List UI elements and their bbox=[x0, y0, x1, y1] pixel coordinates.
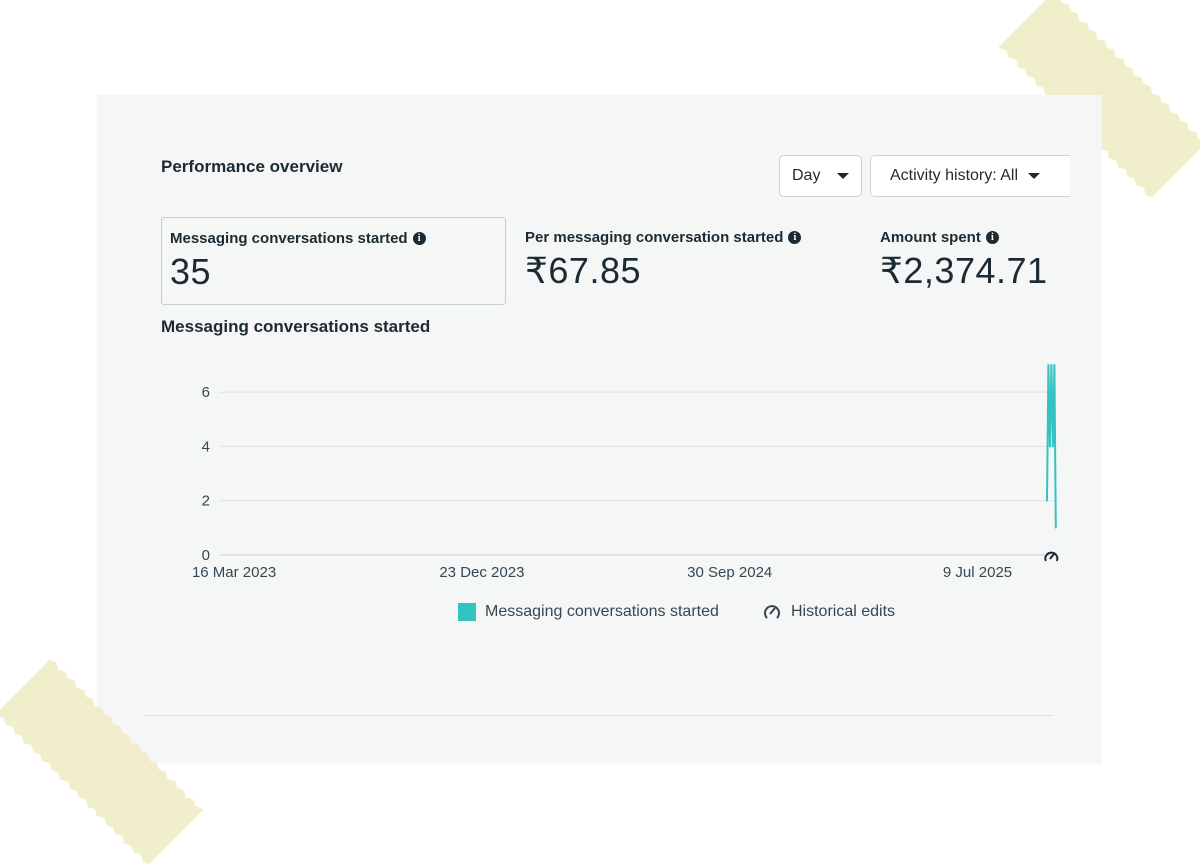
day-dropdown[interactable]: Day bbox=[779, 155, 862, 197]
historical-edit-marker bbox=[1044, 551, 1059, 562]
legend-swatch bbox=[458, 603, 476, 621]
data-point bbox=[1052, 445, 1054, 448]
x-tick-label: 30 Sep 2024 bbox=[687, 564, 772, 581]
metric-card-conversations[interactable]: Messaging conversations started i 35 bbox=[161, 217, 506, 305]
legend-item-historical-edits[interactable]: Historical edits bbox=[762, 603, 895, 621]
metric-value: ₹2,374.71 bbox=[880, 250, 1048, 291]
activity-history-label: Activity history: All bbox=[890, 167, 1019, 184]
data-point bbox=[1053, 364, 1056, 366]
divider bbox=[145, 715, 1054, 716]
page-title: Performance overview bbox=[161, 157, 343, 176]
x-tick-label: 23 Dec 2023 bbox=[439, 564, 524, 581]
metric-card-cost-per-conversation[interactable]: Per messaging conversation started i ₹67… bbox=[517, 217, 847, 305]
data-point bbox=[1046, 499, 1048, 502]
y-tick-label: 2 bbox=[202, 493, 210, 510]
performance-overview-card: Performance overview Day Activity histor… bbox=[97, 95, 1102, 763]
metric-label: Messaging conversations started bbox=[170, 230, 408, 247]
y-tick-label: 0 bbox=[202, 547, 210, 564]
data-point bbox=[1050, 364, 1053, 366]
metric-value: ₹67.85 bbox=[525, 250, 641, 291]
metric-label: Per messaging conversation started bbox=[525, 229, 784, 246]
x-tick-label: 9 Jul 2025 bbox=[943, 564, 1012, 581]
day-dropdown-label: Day bbox=[792, 167, 821, 184]
caret-down-icon bbox=[1028, 173, 1041, 179]
data-point bbox=[1049, 445, 1051, 448]
info-icon[interactable]: i bbox=[788, 231, 802, 244]
y-tick-label: 4 bbox=[202, 438, 210, 455]
x-tick-label: 16 Mar 2023 bbox=[192, 564, 276, 581]
metric-card-amount-spent[interactable]: Amount spent i ₹2,374.71 bbox=[872, 217, 1102, 305]
historical-edit-icon bbox=[764, 605, 780, 619]
caret-down-icon bbox=[837, 173, 849, 179]
info-icon[interactable]: i bbox=[412, 232, 426, 245]
data-point bbox=[1047, 364, 1050, 366]
metric-label: Amount spent bbox=[880, 229, 981, 246]
legend-label: Historical edits bbox=[791, 603, 896, 620]
data-point bbox=[1055, 527, 1057, 529]
info-icon[interactable]: i bbox=[985, 231, 999, 244]
legend-item-series[interactable]: Messaging conversations started bbox=[458, 603, 719, 621]
line-chart: 0 2 4 6 16 Mar 2023 23 Dec 2023 30 Sep 2024 9 J… bbox=[192, 364, 1059, 581]
metric-value: 35 bbox=[170, 251, 212, 292]
activity-history-dropdown[interactable]: Activity history: All bbox=[870, 155, 1070, 197]
chart-title: Messaging conversations started bbox=[161, 317, 431, 336]
legend-label: Messaging conversations started bbox=[485, 603, 719, 620]
y-tick-label: 6 bbox=[202, 384, 210, 401]
